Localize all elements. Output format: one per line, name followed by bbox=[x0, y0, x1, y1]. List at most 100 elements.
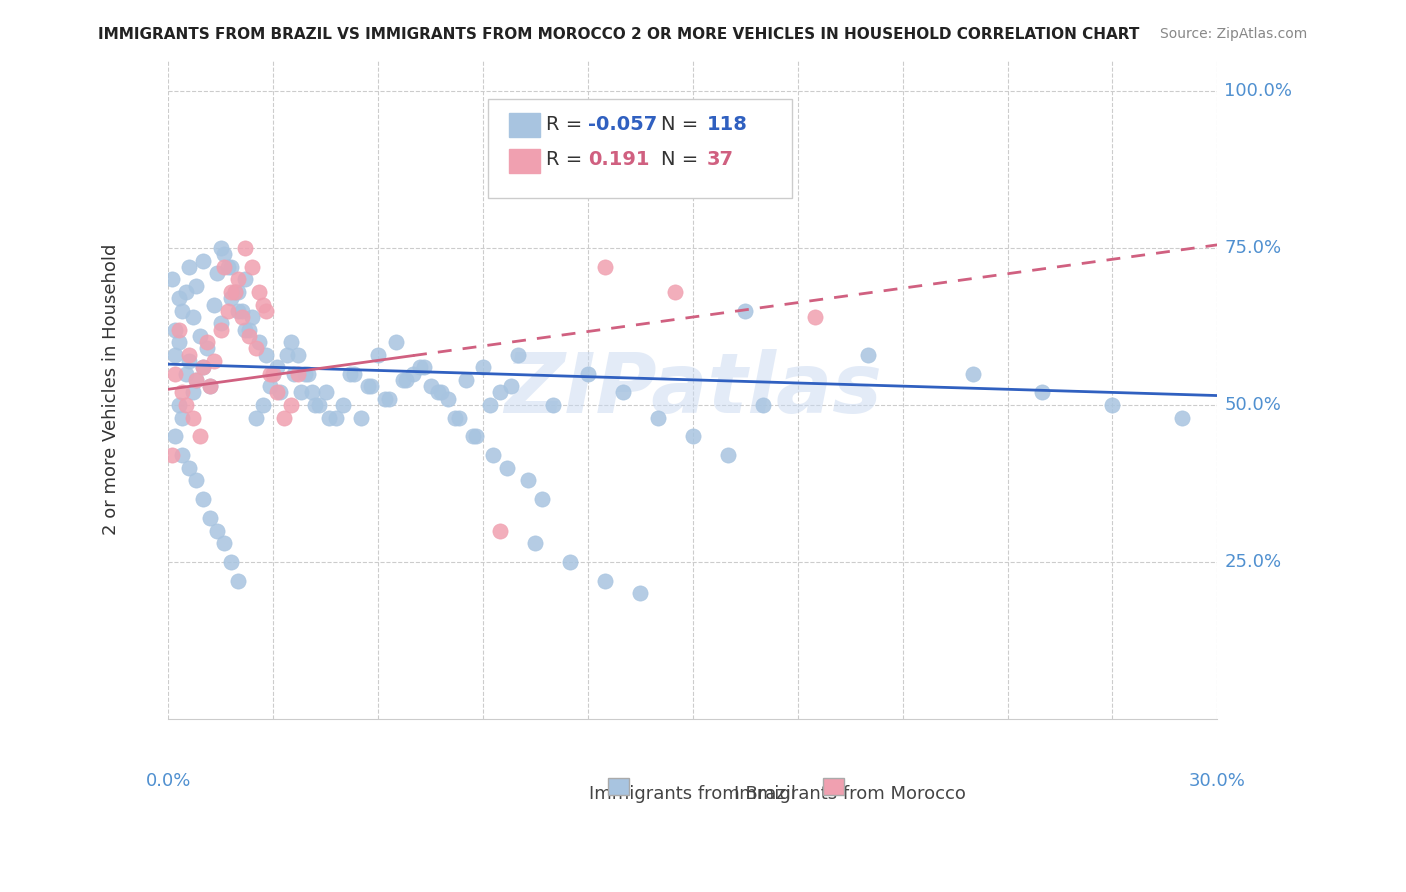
Point bbox=[269, 385, 291, 400]
Point bbox=[209, 316, 232, 330]
Point bbox=[343, 367, 366, 381]
Point bbox=[254, 348, 277, 362]
Point bbox=[409, 360, 432, 375]
Point bbox=[856, 348, 879, 362]
Text: R =: R = bbox=[546, 151, 589, 169]
Point bbox=[465, 429, 488, 443]
Point bbox=[179, 260, 201, 274]
Point bbox=[193, 360, 215, 375]
Point bbox=[231, 310, 253, 324]
Point bbox=[247, 335, 270, 350]
Point bbox=[287, 348, 309, 362]
Point bbox=[224, 285, 246, 299]
Point bbox=[212, 536, 235, 550]
Point bbox=[374, 392, 396, 406]
Point bbox=[219, 260, 242, 274]
Text: 118: 118 bbox=[706, 115, 748, 134]
Point bbox=[165, 429, 187, 443]
Text: 50.0%: 50.0% bbox=[1225, 396, 1281, 414]
Point bbox=[172, 303, 194, 318]
Point bbox=[193, 360, 215, 375]
Point bbox=[1101, 398, 1123, 412]
Point bbox=[254, 303, 277, 318]
Point bbox=[240, 310, 263, 324]
Text: 37: 37 bbox=[706, 151, 734, 169]
Point bbox=[186, 373, 208, 387]
Text: N =: N = bbox=[661, 115, 704, 134]
Point bbox=[454, 373, 477, 387]
Point bbox=[426, 385, 449, 400]
Point bbox=[240, 260, 263, 274]
Point bbox=[283, 367, 305, 381]
Point bbox=[207, 524, 229, 538]
Point bbox=[247, 285, 270, 299]
Point bbox=[181, 410, 204, 425]
Point bbox=[612, 385, 634, 400]
FancyBboxPatch shape bbox=[607, 778, 628, 796]
Point bbox=[238, 323, 260, 337]
Point bbox=[395, 373, 418, 387]
Point bbox=[412, 360, 434, 375]
Text: 100.0%: 100.0% bbox=[1225, 82, 1292, 100]
FancyBboxPatch shape bbox=[823, 778, 844, 796]
Point bbox=[287, 367, 309, 381]
Point bbox=[447, 410, 470, 425]
Point bbox=[595, 574, 617, 588]
Point bbox=[207, 266, 229, 280]
Point bbox=[628, 586, 651, 600]
Point bbox=[181, 385, 204, 400]
Text: 30.0%: 30.0% bbox=[1189, 772, 1246, 789]
Text: 25.0%: 25.0% bbox=[1225, 553, 1281, 571]
Point bbox=[430, 385, 453, 400]
Point bbox=[1031, 385, 1053, 400]
Point bbox=[444, 410, 467, 425]
Point bbox=[179, 354, 201, 368]
Point bbox=[188, 329, 211, 343]
Point bbox=[496, 460, 519, 475]
Point bbox=[489, 524, 512, 538]
Text: ZIPatlas: ZIPatlas bbox=[503, 349, 882, 430]
Point bbox=[195, 335, 218, 350]
Point bbox=[517, 473, 540, 487]
Point bbox=[233, 241, 256, 255]
Point bbox=[461, 429, 484, 443]
Point bbox=[238, 329, 260, 343]
Point bbox=[181, 310, 204, 324]
Point bbox=[226, 272, 249, 286]
Point bbox=[174, 398, 197, 412]
Text: 0.191: 0.191 bbox=[588, 151, 650, 169]
Point bbox=[391, 373, 413, 387]
Point bbox=[734, 303, 756, 318]
Text: 2 or more Vehicles in Household: 2 or more Vehicles in Household bbox=[101, 244, 120, 535]
FancyBboxPatch shape bbox=[488, 99, 793, 198]
Point bbox=[318, 410, 340, 425]
Point bbox=[174, 367, 197, 381]
Point bbox=[217, 303, 239, 318]
Point bbox=[266, 360, 288, 375]
Point bbox=[682, 429, 704, 443]
Point bbox=[489, 385, 512, 400]
Point bbox=[219, 555, 242, 569]
Point bbox=[1171, 410, 1194, 425]
Point bbox=[472, 360, 495, 375]
Point bbox=[245, 410, 267, 425]
Point bbox=[167, 335, 190, 350]
Point bbox=[233, 323, 256, 337]
Point bbox=[262, 367, 284, 381]
Point bbox=[531, 492, 554, 507]
Point bbox=[499, 379, 522, 393]
Point bbox=[219, 291, 242, 305]
Point bbox=[172, 385, 194, 400]
FancyBboxPatch shape bbox=[509, 149, 540, 173]
Point bbox=[186, 278, 208, 293]
Point bbox=[339, 367, 361, 381]
Point bbox=[560, 555, 582, 569]
Point bbox=[217, 260, 239, 274]
Point bbox=[332, 398, 354, 412]
Point bbox=[356, 379, 378, 393]
Point bbox=[482, 448, 505, 462]
Point bbox=[664, 285, 686, 299]
Point bbox=[751, 398, 773, 412]
Point bbox=[219, 285, 242, 299]
Text: Immigrants from Brazil: Immigrants from Brazil bbox=[589, 785, 796, 803]
